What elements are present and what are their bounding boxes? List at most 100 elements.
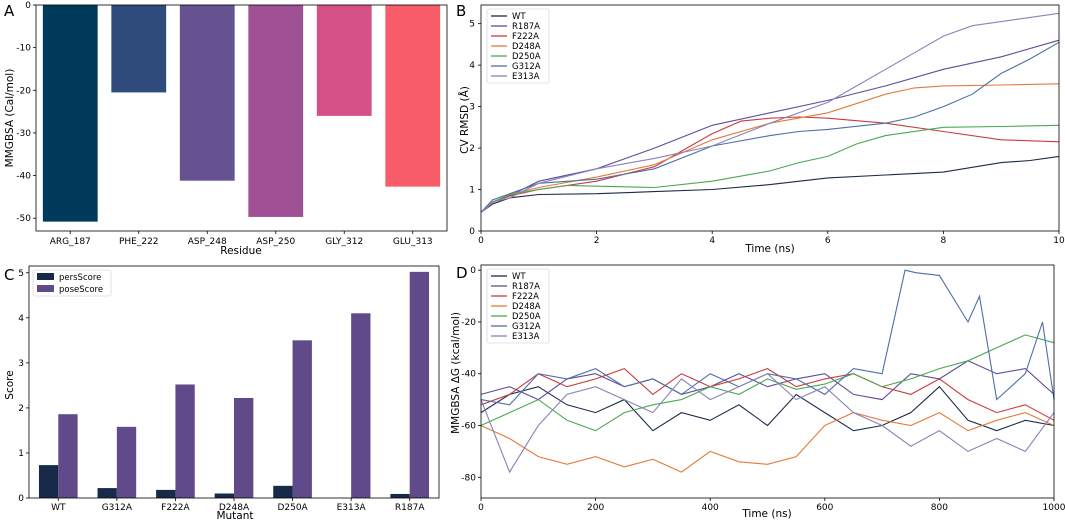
legend-box [486,268,550,344]
panel-b-frame [480,4,1060,232]
bar [179,5,235,181]
y-tick-label: 5 [469,20,475,30]
y-tick-label: 1 [18,449,24,459]
series-line [480,12,1060,213]
x-tick-label: ASP_250 [256,237,295,247]
x-tick-label: GLY_312 [325,237,363,247]
x-tick-label: E313A [337,503,367,513]
x-tick-label: F222A [161,503,190,513]
y-tick-label: 3 [18,359,24,369]
x-tick-label: 6 [825,236,831,246]
chart-panel-b: B CV RMSD (Å) Time (ns) 0 2 4 6 8 10 0 1 2 3 4 5 WT… [456,2,1065,255]
bar [38,465,59,498]
y-tick-label: 4 [18,314,24,324]
series-line [480,124,1060,213]
x-tick-label: 800 [931,503,948,513]
bar [97,488,117,498]
bar [409,271,430,498]
legend-label: F222A [512,292,539,302]
x-tick-label: 10 [1053,236,1065,246]
x-tick-label: 8 [941,236,947,246]
legend-label: D248A [512,42,541,52]
y-tick-label: 1 [469,186,475,196]
series-line [480,334,1055,432]
series-line [480,155,1060,213]
x-tick-label: WT [51,503,66,513]
y-tick-label: -20 [461,318,476,328]
panel-c-ylabel: Score [4,370,16,399]
chart-panel-a: A MMGBSA (Cal/mol) Residue 0 -10 -20 -30 -40… [4,1,448,257]
x-tick-label: PHE_222 [119,237,159,247]
bar [292,340,312,498]
panel-a-xlabel: Residue [220,245,261,257]
x-tick-label: GLU_313 [393,237,433,247]
x-tick-label: D248A [219,503,250,513]
panel-b-label: B [456,2,466,20]
y-tick-label: -50 [16,214,31,224]
legend-label: R187A [512,22,540,32]
x-tick-label: 4 [709,236,715,246]
x-tick-label: 200 [587,503,604,513]
bar [316,5,372,116]
bar [248,5,304,217]
legend-label: D248A [512,302,541,312]
bar [214,493,234,498]
x-tick-label: 600 [816,503,833,513]
panel-d-ylabel: MMGBSA ΔG (kcal/mol) [450,312,462,434]
y-tick-label: 0 [18,494,24,504]
x-tick-label: 1000 [1043,503,1065,513]
x-tick-label: 0 [478,503,484,513]
legend-label: WT [512,272,526,282]
legend-label: E313A [512,72,540,82]
legend-label: D250A [512,312,541,322]
x-tick-label: ASP_248 [188,237,227,247]
legend-label: R187A [512,282,540,292]
y-tick-label: 4 [469,61,475,71]
panel-b-ylabel: CV RMSD (Å) [458,86,471,154]
bar [385,5,441,187]
legend-label: G312A [512,322,541,332]
panel-a-frame [35,4,448,232]
chart-panel-c: C Score Mutant 0 1 2 3 4 5 WT G312A F222A D248A D2… [4,265,440,521]
legend-label: persScore [59,273,101,283]
bar [116,426,137,498]
legend-swatch [37,273,54,280]
legend-box [486,8,550,84]
legend-label: G312A [512,62,541,72]
x-tick-label: ARG_187 [50,237,91,247]
bar [156,489,176,498]
panel-a-ylabel: MMGBSA (Cal/mol) [4,69,16,168]
y-tick-label: 0 [25,1,31,11]
bar [273,485,293,498]
legend-label: F222A [512,32,539,42]
series-line [480,411,1055,473]
x-tick-label: 400 [702,503,719,513]
bar [111,5,167,93]
series-line [480,360,1055,401]
legend-swatch [37,285,54,292]
legend-label: D250A [512,52,541,62]
panel-d-frame [480,264,1055,499]
panel-b-xlabel: Time (ns) [744,243,794,255]
y-tick-label: 0 [469,227,475,237]
panel-c-frame [28,265,440,499]
bar [42,5,98,222]
y-tick-label: 0 [470,266,476,276]
y-tick-label: -40 [16,172,31,182]
chart-panel-d: D MMGBSA ΔG (kcal/mol) Time (ns) 0 200 400… [450,264,1065,520]
panel-a-label: A [4,2,15,20]
y-tick-label: 3 [469,103,475,113]
panel-d-label: D [456,264,468,282]
x-tick-label: 0 [478,236,484,246]
y-tick-label: -30 [16,129,31,139]
legend-label: poseScore [59,285,103,295]
y-tick-label: -20 [16,86,31,96]
y-tick-label: 2 [18,404,24,414]
series-line [480,116,1060,213]
bar [351,313,371,498]
series-line [480,385,1055,432]
panel-d-xlabel: Time (ns) [741,508,791,520]
x-tick-label: D250A [277,503,308,513]
series-line [480,373,1055,474]
